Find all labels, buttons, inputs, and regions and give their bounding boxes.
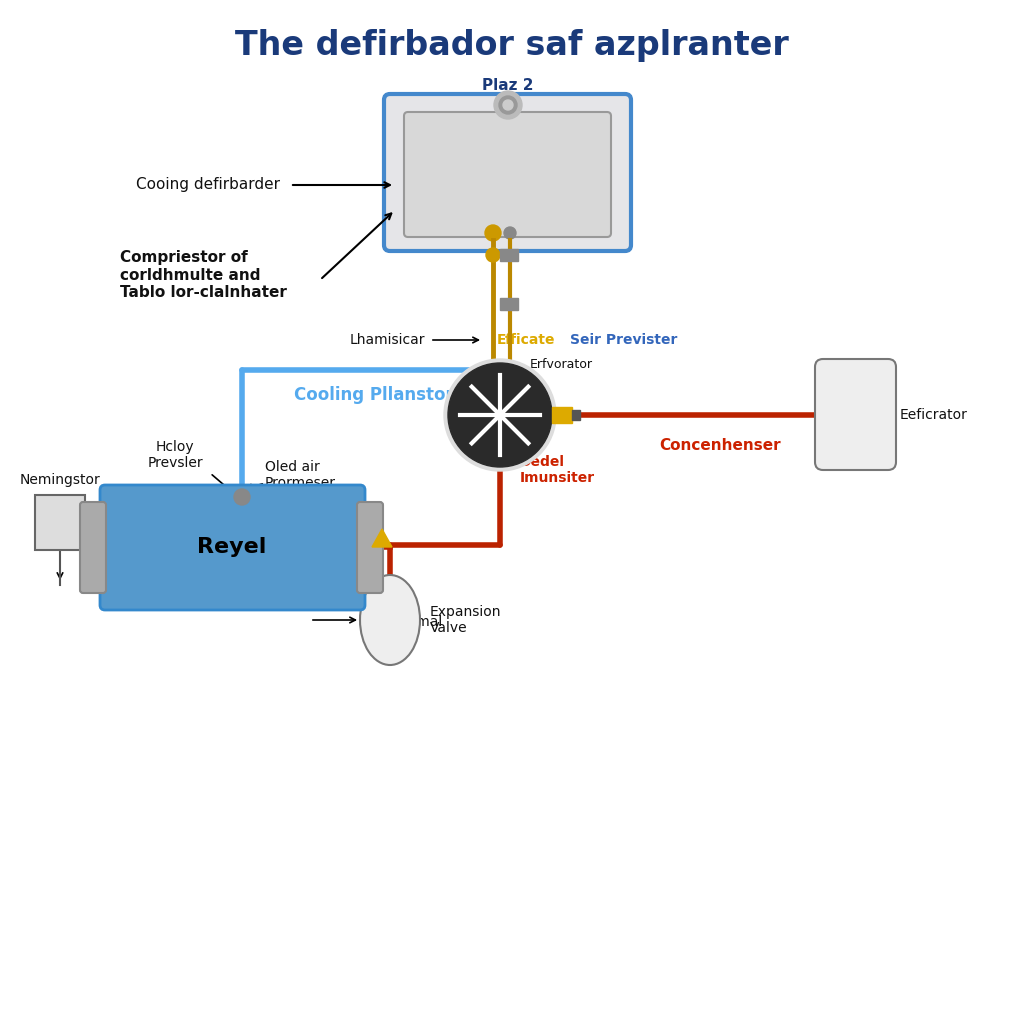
- FancyArrow shape: [372, 529, 392, 547]
- Circle shape: [499, 96, 517, 114]
- Text: The defirbador saf azplranter: The defirbador saf azplranter: [236, 29, 788, 61]
- Text: Usmal: Usmal: [400, 615, 443, 629]
- Bar: [552, 407, 572, 423]
- Circle shape: [234, 489, 250, 505]
- Text: Plaz 2: Plaz 2: [482, 78, 534, 92]
- Text: Cooling Pllanstopr: Cooling Pllanstopr: [294, 386, 466, 404]
- Circle shape: [486, 248, 500, 262]
- Text: Dedel
Imunsiter: Dedel Imunsiter: [520, 455, 595, 485]
- FancyBboxPatch shape: [404, 112, 611, 237]
- Bar: [500, 298, 518, 310]
- Bar: [35, 495, 85, 550]
- FancyBboxPatch shape: [384, 94, 631, 251]
- Circle shape: [504, 227, 516, 239]
- Circle shape: [485, 225, 501, 241]
- FancyBboxPatch shape: [815, 359, 896, 470]
- Text: E: E: [497, 333, 507, 347]
- Bar: [572, 410, 580, 420]
- Circle shape: [494, 91, 522, 119]
- Circle shape: [449, 362, 552, 467]
- FancyBboxPatch shape: [100, 485, 365, 610]
- Text: Hcloy
Prevsler: Hcloy Prevsler: [147, 440, 203, 470]
- Text: Reyel: Reyel: [198, 537, 266, 557]
- Text: Expansion
Valve: Expansion Valve: [430, 605, 502, 635]
- Bar: [500, 249, 518, 261]
- Text: Oled air
Prormeser: Oled air Prormeser: [265, 460, 336, 490]
- Text: Lhamisicar: Lhamisicar: [349, 333, 425, 347]
- Ellipse shape: [360, 575, 420, 665]
- Text: fficate: fficate: [505, 333, 555, 347]
- Text: Seir Previster: Seir Previster: [570, 333, 677, 347]
- Text: Compriestor of
corldhmulte and
Tablo lor-clalnhater: Compriestor of corldhmulte and Tablo lor…: [120, 250, 287, 300]
- Text: Concenhenser: Concenhenser: [659, 437, 781, 453]
- Text: Erfvorator: Erfvorator: [530, 358, 593, 372]
- FancyBboxPatch shape: [80, 502, 106, 593]
- Circle shape: [444, 359, 556, 471]
- Text: Nemingstor: Nemingstor: [19, 473, 100, 487]
- Text: Eeficrator: Eeficrator: [900, 408, 968, 422]
- Text: Cooing defirbarder: Cooing defirbarder: [136, 177, 280, 193]
- FancyBboxPatch shape: [357, 502, 383, 593]
- Circle shape: [503, 100, 513, 110]
